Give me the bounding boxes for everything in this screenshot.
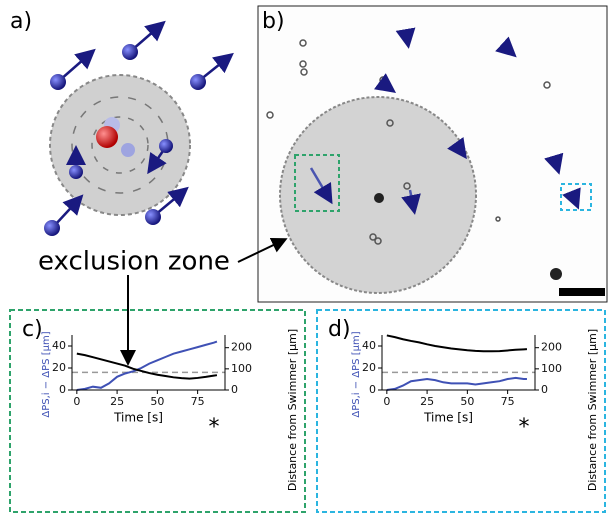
y2-tick-label: 0: [541, 383, 548, 396]
x-axis-label: Time [s]: [423, 411, 473, 425]
y2-tick-label: 100: [541, 362, 562, 375]
panel-label: b): [262, 9, 285, 34]
x-tick-label: 75: [501, 395, 515, 408]
panel-label: a): [10, 9, 32, 34]
panel-frame: [316, 309, 606, 513]
x-axis-label: Time [s]: [113, 411, 163, 425]
panel-label: c): [22, 317, 43, 342]
y-tick-label: 0: [369, 383, 376, 396]
pointer-arrow: [120, 237, 288, 366]
y2-tick-label: 200: [541, 341, 562, 354]
x-tick-label: 75: [191, 395, 205, 408]
y2-tick-label: 0: [231, 383, 238, 396]
illustration: [44, 20, 234, 236]
y2-axis-label: Distance from Swimmer [μm]: [286, 329, 299, 491]
micrograph: [257, 5, 608, 303]
y-tick-label: 40: [52, 339, 66, 352]
axes: [71, 335, 226, 391]
axes: [381, 335, 536, 391]
y2-tick-label: 200: [231, 341, 252, 354]
annotation: *: [519, 415, 530, 440]
y-tick-label: 0: [59, 383, 66, 396]
y-tick-label: 40: [362, 339, 376, 352]
line-series: [76, 340, 218, 391]
x-tick-label: 25: [420, 395, 434, 408]
line-series: [386, 334, 528, 353]
y-tick-label: 20: [362, 361, 376, 374]
annotation: *: [209, 415, 220, 440]
x-tick-label: 0: [73, 395, 80, 408]
panel-label: d): [328, 317, 351, 342]
line-series: [76, 352, 218, 380]
panel-frame: [9, 309, 306, 513]
y2-tick-label: 100: [231, 362, 252, 375]
y-axis-label: ΔPS,i − ΔPS [μm]: [41, 331, 52, 417]
y-tick-label: 20: [52, 361, 66, 374]
y-axis-label: ΔPS,i − ΔPS [μm]: [351, 331, 362, 417]
line-series: [386, 376, 527, 391]
y2-axis-label: Distance from Swimmer [μm]: [586, 329, 599, 491]
x-tick-label: 0: [383, 395, 390, 408]
annotation: exclusion zone: [38, 247, 230, 277]
x-tick-label: 50: [150, 395, 164, 408]
x-tick-label: 25: [110, 395, 124, 408]
x-tick-label: 50: [460, 395, 474, 408]
